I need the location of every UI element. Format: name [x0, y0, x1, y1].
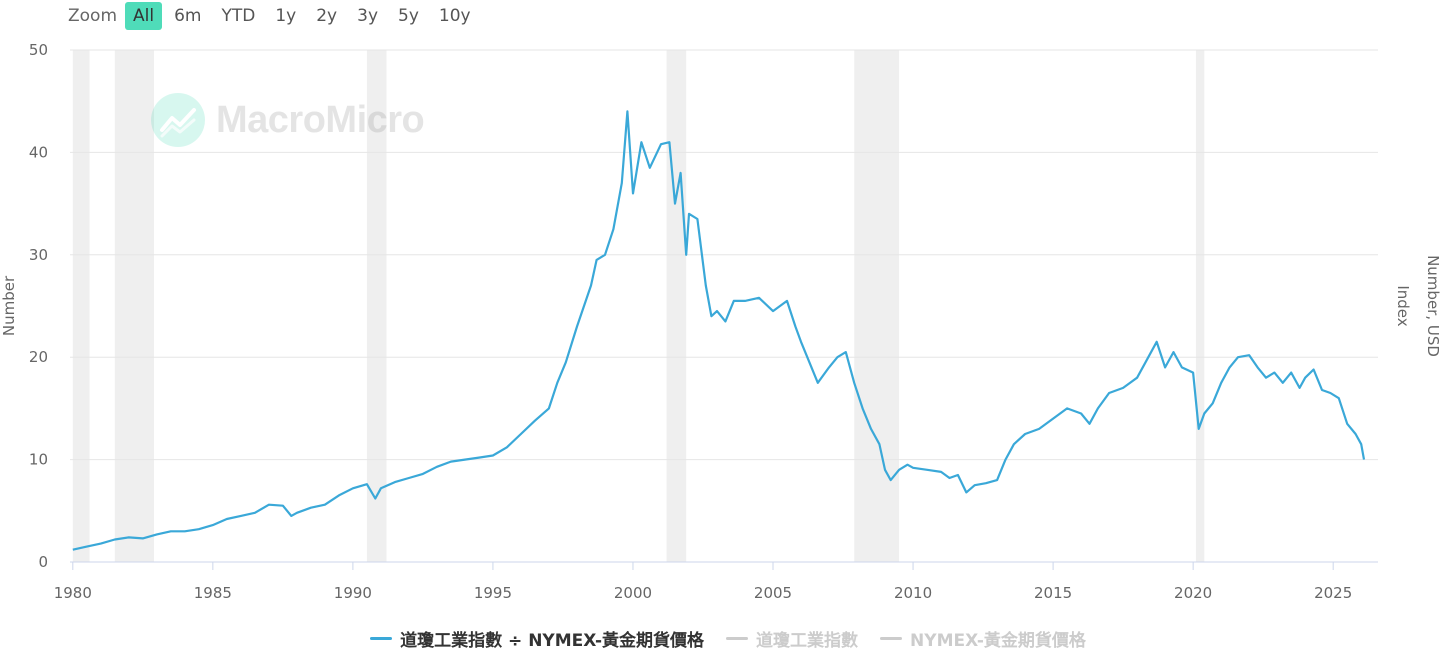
y-axis-title: Number — [0, 275, 18, 336]
y-tick-label: 0 — [38, 553, 48, 571]
recession-band — [666, 50, 687, 562]
legend-item-ratio[interactable]: 道瓊工業指數 ÷ NYMEX-黃金期貨價格 — [370, 626, 704, 651]
zoom-button-5y[interactable]: 5y — [398, 6, 419, 26]
x-tick-label: 2015 — [1034, 584, 1072, 602]
recession-band — [366, 50, 387, 562]
zoom-button-ytd[interactable]: YTD — [221, 6, 256, 26]
x-tick-label: 2020 — [1174, 584, 1212, 602]
series-line-dow-gold-ratio[interactable] — [72, 110, 1366, 551]
legend-item-dow[interactable]: 道瓊工業指數 — [726, 626, 858, 651]
line-chart: 0 10 20 30 40 50 1980 1985 1990 1995 2000 2005 2010… — [0, 41, 1442, 602]
y-tick-label: 50 — [29, 41, 48, 59]
zoom-bar: Zoom All 6m YTD 1y 2y 3y 5y 10y — [62, 0, 481, 32]
recession-band — [114, 50, 155, 562]
x-tick-label: 2005 — [754, 584, 792, 602]
zoom-button-10y[interactable]: 10y — [438, 6, 471, 26]
legend-swatch-ratio — [370, 637, 393, 640]
y-tick-label: 20 — [29, 348, 48, 366]
x-tick-label: 1985 — [194, 584, 232, 602]
legend: 道瓊工業指數 ÷ NYMEX-黃金期貨價格 道瓊工業指數 NYMEX-黃金期貨價… — [0, 626, 1456, 651]
macromicro-logo-icon — [151, 93, 205, 147]
recession-band — [1195, 50, 1205, 562]
zoom-button-6m[interactable]: 6m — [174, 6, 202, 26]
x-tick-label: 2025 — [1314, 584, 1352, 602]
legend-label-ratio: 道瓊工業指數 ÷ NYMEX-黃金期貨價格 — [400, 631, 705, 651]
x-tick-label: 1980 — [54, 584, 92, 602]
y-tick-label: 40 — [29, 143, 48, 161]
legend-swatch-gold — [880, 637, 903, 640]
legend-label-gold: NYMEX-黃金期貨價格 — [910, 631, 1086, 651]
x-tick-label: 2010 — [894, 584, 932, 602]
legend-item-gold[interactable]: NYMEX-黃金期貨價格 — [880, 626, 1086, 651]
recession-band — [854, 50, 900, 562]
x-tick-label: 2000 — [614, 584, 652, 602]
zoom-button-1y[interactable]: 1y — [275, 6, 297, 26]
y2-axis-title-index: Index — [1394, 285, 1412, 326]
zoom-label: Zoom — [68, 6, 118, 26]
x-tick-label: 1990 — [334, 584, 372, 602]
y-tick-label: 30 — [29, 246, 48, 264]
y-tick-label: 10 — [29, 451, 48, 469]
grid-lines — [70, 49, 1378, 461]
legend-label-dow: 道瓊工業指數 — [756, 631, 859, 651]
x-tick-label: 1995 — [474, 584, 512, 602]
zoom-button-3y[interactable]: 3y — [357, 6, 379, 26]
y-axis-ticks: 0 10 20 30 40 50 — [29, 41, 48, 571]
recession-bands — [72, 50, 1205, 562]
macromicro-watermark: MacroMicro — [150, 92, 425, 148]
zoom-button-all[interactable]: All — [125, 2, 163, 30]
y2-axis-title-units: Number, USD — [1424, 255, 1442, 357]
recession-band — [72, 50, 90, 562]
legend-swatch-dow — [726, 637, 749, 640]
zoom-button-2y[interactable]: 2y — [316, 6, 338, 26]
watermark-text: MacroMicro — [216, 98, 425, 141]
x-axis-ticks: 1980 1985 1990 1995 2000 2005 2010 2015 2020 2025 — [54, 562, 1352, 602]
